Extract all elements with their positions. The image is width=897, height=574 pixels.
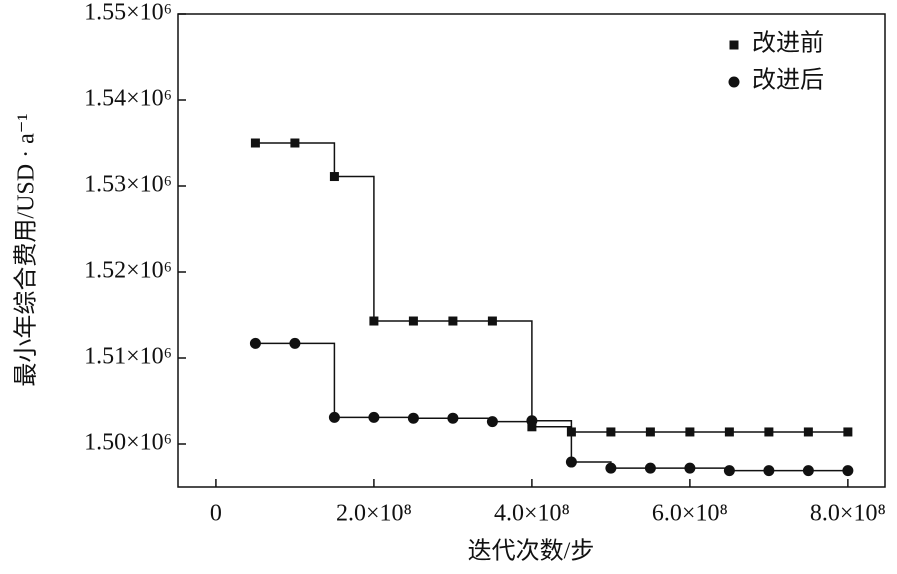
data-point [724, 427, 734, 437]
legend-marker [729, 40, 739, 50]
x-axis-label: 迭代次数/步 [468, 538, 595, 565]
data-point [803, 427, 813, 437]
y-tick-label: 1.52×10⁶ [84, 258, 172, 284]
data-point [842, 465, 854, 477]
data-point [685, 427, 695, 437]
y-tick-label: 1.50×10⁶ [84, 430, 172, 456]
data-point [369, 316, 379, 326]
legend-label: 改进前 [752, 30, 824, 57]
data-point [448, 316, 458, 326]
data-point [486, 416, 498, 428]
data-point [329, 172, 339, 182]
series-line [255, 142, 848, 433]
data-point [565, 456, 577, 468]
y-axis-label: 最小年综合费用/USD · a⁻¹ [13, 113, 40, 386]
y-tick-label: 1.55×10⁶ [84, 0, 172, 26]
legend-marker [728, 76, 740, 88]
data-point [645, 427, 655, 437]
x-tick-label: 2.0×10⁸ [336, 501, 412, 527]
data-point [802, 465, 814, 477]
data-point [290, 138, 300, 148]
x-tick-label: 4.0×10⁸ [494, 501, 570, 527]
data-point [606, 427, 616, 437]
y-tick-label: 1.54×10⁶ [84, 86, 172, 112]
data-point [605, 462, 617, 474]
series-line [255, 342, 848, 472]
y-tick-label: 1.51×10⁶ [84, 344, 172, 370]
legend-label: 改进后 [752, 67, 824, 94]
data-point [250, 138, 260, 148]
data-point [487, 316, 497, 326]
data-point [447, 412, 459, 424]
x-tick-label: 0 [210, 501, 222, 527]
data-point [763, 465, 775, 477]
data-point [764, 427, 774, 437]
data-point [723, 465, 735, 477]
data-point [527, 422, 537, 432]
x-tick-label: 8.0×10⁸ [810, 501, 886, 527]
data-point [249, 337, 261, 349]
data-point [644, 462, 656, 474]
data-point [289, 337, 301, 349]
data-point [328, 411, 340, 423]
data-point [408, 316, 418, 326]
data-point [684, 462, 696, 474]
data-point [526, 415, 538, 427]
data-point [407, 412, 419, 424]
y-tick-label: 1.53×10⁶ [84, 172, 172, 198]
data-point [843, 427, 853, 437]
x-tick-label: 6.0×10⁸ [652, 501, 728, 527]
data-point [368, 411, 380, 423]
